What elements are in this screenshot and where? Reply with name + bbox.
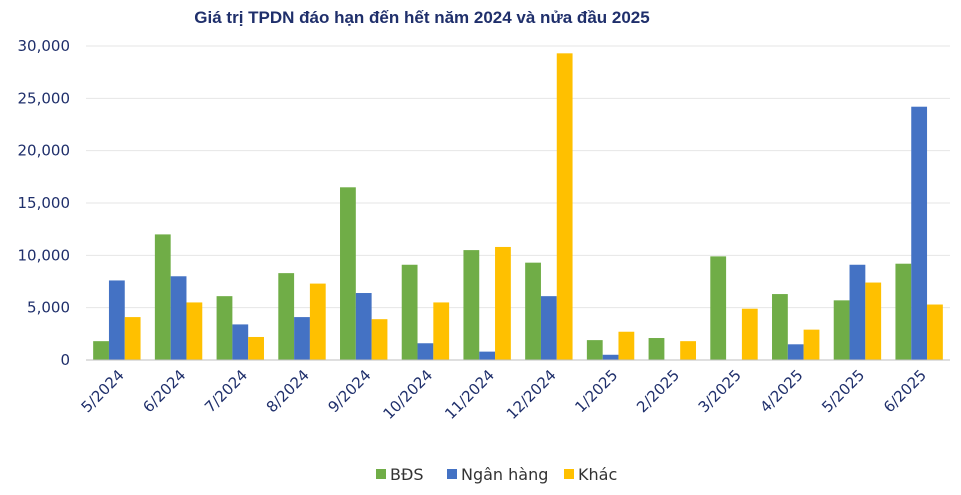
bar-ngan-hang	[170, 276, 187, 360]
legend-label: BĐS	[390, 465, 424, 484]
bar-khac	[433, 302, 450, 360]
chart-title: Giá trị TPDN đáo hạn đến hết năm 2024 và…	[194, 8, 649, 27]
legend-label: Ngân hàng	[461, 465, 548, 484]
bar-khac	[124, 317, 141, 360]
bar-khac	[309, 283, 326, 360]
bar-ngan-hang	[849, 264, 866, 360]
x-tick-label: 5/2025	[818, 366, 868, 416]
bar-bds	[93, 341, 109, 360]
bar-bds	[648, 338, 665, 360]
x-tick-label: 7/2024	[201, 366, 251, 416]
bar-bds	[772, 294, 788, 360]
bar-ngan-hang	[232, 324, 249, 360]
y-axis: 0 5,000 10,000 15,000 20,000 25,000 30,000	[18, 37, 71, 369]
x-tick-label: 5/2024	[78, 366, 128, 416]
x-tick-label: 4/2025	[756, 366, 806, 416]
bar-bds	[216, 296, 233, 360]
bar-khac	[865, 282, 882, 360]
bar-ngan-hang	[355, 293, 372, 360]
x-tick-label: 6/2025	[880, 366, 930, 416]
bar-bds	[833, 300, 850, 360]
x-axis: 5/2024 6/2024 7/2024 8/2024 9/2024 10/2024 11/…	[78, 366, 930, 423]
bar-khac	[680, 341, 696, 360]
bar-khac	[803, 329, 820, 360]
x-tick-label: 1/2025	[571, 366, 621, 416]
y-tick-label: 5,000	[27, 299, 70, 317]
bar-bds	[278, 273, 295, 360]
legend: BĐS Ngân hàng Khác	[376, 465, 617, 484]
bar-bds	[401, 264, 418, 360]
bar-bds	[586, 340, 603, 360]
bar-bds	[895, 263, 912, 360]
legend-swatch	[564, 469, 574, 479]
legend-label: Khác	[578, 465, 617, 484]
bar-ngan-hang	[108, 280, 125, 360]
bar-ngan-hang	[417, 343, 434, 360]
y-tick-label: 20,000	[18, 142, 71, 160]
y-tick-label: 30,000	[18, 37, 71, 55]
bar-khac	[186, 302, 203, 360]
bar-khac	[741, 308, 758, 360]
bar-khac	[495, 246, 511, 360]
bar-ngan-hang	[479, 351, 496, 360]
bar-khac	[927, 304, 943, 360]
bar-khac	[618, 331, 635, 360]
bar-ngan-hang	[787, 344, 804, 360]
x-tick-label: 12/2024	[503, 366, 560, 423]
y-tick-label: 15,000	[18, 194, 71, 212]
bar-khac	[248, 336, 264, 360]
bar-ngan-hang	[294, 317, 310, 360]
x-tick-label: 11/2024	[441, 366, 498, 423]
x-tick-label: 10/2024	[379, 366, 436, 423]
x-tick-label: 6/2024	[139, 366, 189, 416]
bar-bds	[710, 256, 727, 360]
bar-bds	[154, 234, 171, 360]
gridlines	[86, 45, 950, 309]
legend-swatch	[376, 469, 386, 479]
y-tick-label: 0	[60, 351, 70, 369]
x-tick-label: 9/2024	[324, 366, 374, 416]
bar-khac	[371, 319, 388, 360]
bars	[93, 53, 943, 361]
bar-bds	[463, 250, 480, 360]
bar-ngan-hang	[602, 354, 619, 360]
bar-bds	[340, 187, 356, 360]
y-tick-label: 25,000	[18, 89, 71, 107]
legend-swatch	[447, 469, 457, 479]
bar-ngan-hang	[911, 106, 928, 360]
x-tick-label: 3/2025	[695, 366, 745, 416]
bar-ngan-hang	[540, 296, 557, 360]
bar-bds	[525, 262, 541, 360]
x-tick-label: 8/2024	[263, 366, 313, 416]
x-tick-label: 2/2025	[633, 366, 683, 416]
bar-khac	[556, 53, 573, 361]
y-tick-label: 10,000	[18, 246, 71, 264]
